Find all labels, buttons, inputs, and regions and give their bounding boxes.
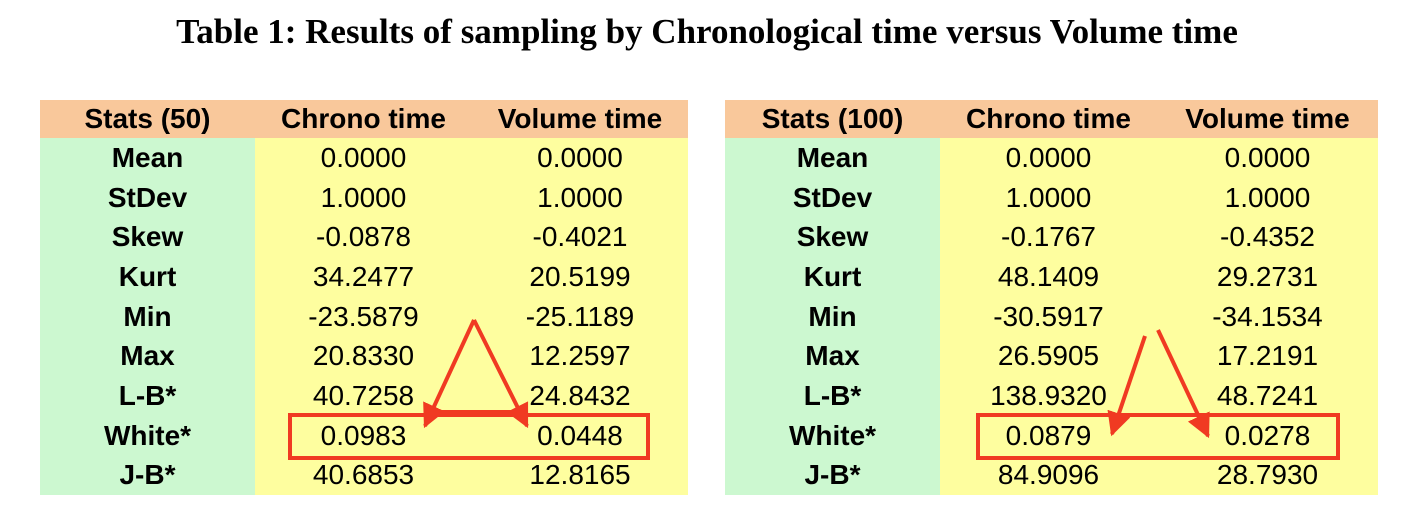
- table-row: Min -23.5879 -25.1189: [40, 296, 688, 337]
- table-row: Skew -0.0878 -0.4021: [40, 217, 688, 258]
- volume-value: 0.0000: [1157, 138, 1378, 178]
- chrono-value: 26.5905: [940, 336, 1157, 377]
- table-row: Max 26.5905 17.2191: [725, 336, 1378, 377]
- chrono-value: 0.0983: [255, 415, 472, 456]
- volume-value: -25.1189: [472, 296, 688, 337]
- row-label: Max: [40, 336, 255, 377]
- volume-value: -34.1534: [1157, 296, 1378, 337]
- volume-value: 0.0448: [472, 415, 688, 456]
- chrono-value: 1.0000: [255, 177, 472, 218]
- volume-value: 20.5199: [472, 257, 688, 297]
- volume-value: 0.0000: [472, 138, 688, 178]
- chrono-value: 40.6853: [255, 455, 472, 496]
- table-row: Mean 0.0000 0.0000: [725, 138, 1378, 178]
- chrono-value: 20.8330: [255, 336, 472, 377]
- table-row: Kurt 34.2477 20.5199: [40, 257, 688, 297]
- volume-value: 1.0000: [472, 177, 688, 218]
- chrono-value: -0.1767: [940, 217, 1157, 258]
- volume-value: 12.8165: [472, 455, 688, 496]
- chrono-value: 84.9096: [940, 455, 1157, 496]
- table-row: StDev 1.0000 1.0000: [40, 177, 688, 218]
- header-chrono-time: Chrono time: [940, 100, 1157, 138]
- table-row: White* 0.0879 0.0278: [725, 415, 1378, 456]
- header-stats: Stats (100): [725, 100, 940, 138]
- row-label: J-B*: [725, 455, 940, 496]
- row-label: Mean: [725, 138, 940, 178]
- header-stats: Stats (50): [40, 100, 255, 138]
- chrono-value: 48.1409: [940, 257, 1157, 297]
- table-row: J-B* 40.6853 12.8165: [40, 455, 688, 496]
- page-title: Table 1: Results of sampling by Chronolo…: [176, 12, 1238, 51]
- row-label: Mean: [40, 138, 255, 178]
- row-label: Min: [725, 296, 940, 337]
- volume-value: 29.2731: [1157, 257, 1378, 297]
- row-label: White*: [40, 415, 255, 456]
- chrono-value: -0.0878: [255, 217, 472, 258]
- volume-value: -0.4021: [472, 217, 688, 258]
- table-row: Skew -0.1767 -0.4352: [725, 217, 1378, 258]
- table-row: StDev 1.0000 1.0000: [725, 177, 1378, 218]
- row-label: J-B*: [40, 455, 255, 496]
- row-label: White*: [725, 415, 940, 456]
- row-label: Skew: [725, 217, 940, 258]
- row-label: Kurt: [725, 257, 940, 297]
- table-row: Kurt 48.1409 29.2731: [725, 257, 1378, 297]
- chrono-value: 40.7258: [255, 376, 472, 416]
- results-table-50: Stats (50) Chrono time Volume time Mean 0…: [40, 100, 688, 496]
- chrono-value: 0.0000: [940, 138, 1157, 178]
- row-label: Max: [725, 336, 940, 377]
- row-label: L-B*: [40, 376, 255, 416]
- row-label: StDev: [40, 177, 255, 218]
- volume-value: 28.7930: [1157, 455, 1378, 496]
- table-header-row: Stats (100) Chrono time Volume time: [725, 100, 1378, 138]
- header-chrono-time: Chrono time: [255, 100, 472, 138]
- chrono-value: 138.9320: [940, 376, 1157, 416]
- row-label: Kurt: [40, 257, 255, 297]
- table-row: Min -30.5917 -34.1534: [725, 296, 1378, 337]
- chrono-value: 0.0879: [940, 415, 1157, 456]
- table-header-row: Stats (50) Chrono time Volume time: [40, 100, 688, 138]
- row-label: StDev: [725, 177, 940, 218]
- chrono-value: 34.2477: [255, 257, 472, 297]
- volume-value: 24.8432: [472, 376, 688, 416]
- volume-value: 1.0000: [1157, 177, 1378, 218]
- volume-value: 17.2191: [1157, 336, 1378, 377]
- volume-value: 12.2597: [472, 336, 688, 377]
- row-label: Min: [40, 296, 255, 337]
- row-label: L-B*: [725, 376, 940, 416]
- table-row: L-B* 138.9320 48.7241: [725, 376, 1378, 416]
- table-row: White* 0.0983 0.0448: [40, 415, 688, 456]
- row-label: Skew: [40, 217, 255, 258]
- header-volume-time: Volume time: [1157, 100, 1378, 138]
- table-row: Mean 0.0000 0.0000: [40, 138, 688, 178]
- volume-value: 0.0278: [1157, 415, 1378, 456]
- table-row: L-B* 40.7258 24.8432: [40, 376, 688, 416]
- chrono-value: -23.5879: [255, 296, 472, 337]
- chrono-value: -30.5917: [940, 296, 1157, 337]
- header-volume-time: Volume time: [472, 100, 688, 138]
- volume-value: 48.7241: [1157, 376, 1378, 416]
- volume-value: -0.4352: [1157, 217, 1378, 258]
- results-table-100: Stats (100) Chrono time Volume time Mean…: [725, 100, 1378, 496]
- chrono-value: 0.0000: [255, 138, 472, 178]
- table-row: J-B* 84.9096 28.7930: [725, 455, 1378, 496]
- chrono-value: 1.0000: [940, 177, 1157, 218]
- table-row: Max 20.8330 12.2597: [40, 336, 688, 377]
